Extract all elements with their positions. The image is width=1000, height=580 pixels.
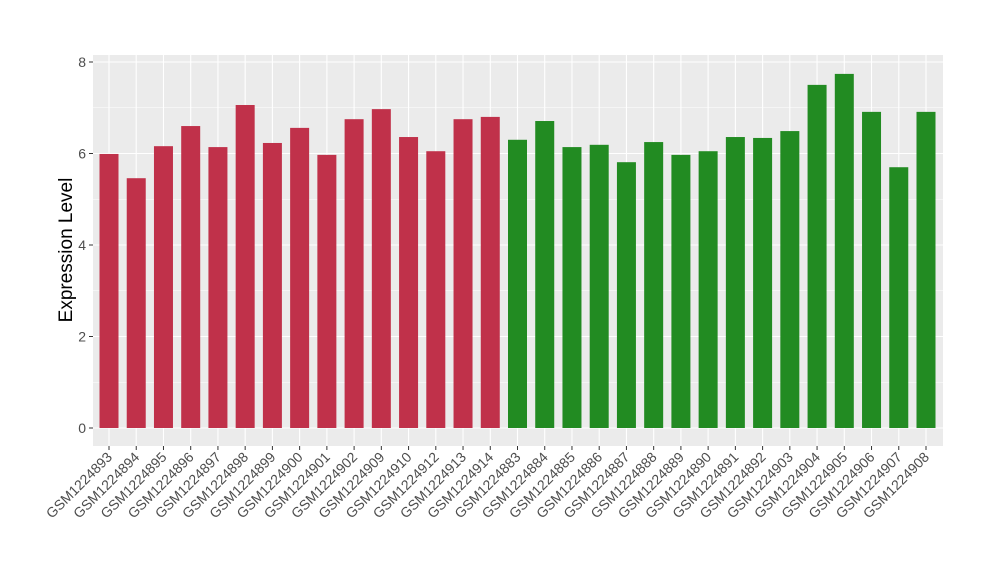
y-axis-label: Expression Level xyxy=(56,178,77,323)
bar xyxy=(671,154,691,428)
bar xyxy=(862,111,882,429)
bar xyxy=(181,126,201,429)
bar xyxy=(616,162,636,428)
bar xyxy=(208,147,228,428)
bar xyxy=(780,131,800,428)
bar xyxy=(480,116,500,429)
y-tick-label: 6 xyxy=(78,146,86,162)
bar xyxy=(453,119,473,428)
bar xyxy=(725,137,745,428)
bar xyxy=(916,111,936,429)
y-tick-label: 2 xyxy=(78,329,86,345)
bar xyxy=(589,144,609,428)
bar xyxy=(344,119,364,428)
bar xyxy=(753,137,773,428)
y-tick-label: 8 xyxy=(78,54,86,70)
y-tick-label: 4 xyxy=(78,237,86,253)
bar xyxy=(235,105,255,428)
bar xyxy=(535,121,555,428)
bar xyxy=(262,142,282,429)
bar xyxy=(371,109,391,428)
bar xyxy=(426,151,446,428)
bar xyxy=(508,139,527,428)
bar xyxy=(399,137,419,428)
bar xyxy=(698,151,718,428)
bar xyxy=(290,127,310,428)
y-tick-label: 0 xyxy=(78,420,86,436)
bar xyxy=(807,84,827,428)
bar xyxy=(317,154,337,428)
bar xyxy=(889,167,909,428)
bar xyxy=(99,153,119,428)
bar xyxy=(562,147,582,428)
bar xyxy=(834,73,854,429)
bar xyxy=(126,178,146,428)
bar xyxy=(644,142,664,428)
bar xyxy=(153,146,173,428)
